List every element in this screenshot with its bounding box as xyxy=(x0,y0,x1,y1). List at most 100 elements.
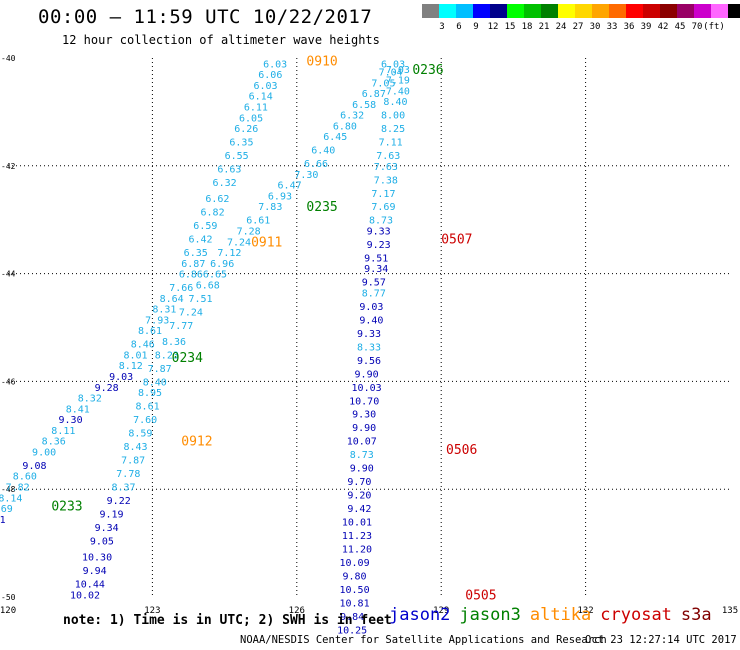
wave-height-value: 8.25 xyxy=(381,124,405,135)
wave-height-value: 8.23 xyxy=(155,350,179,361)
color-scale-label: 36 xyxy=(623,22,635,32)
color-scale-label: 9 xyxy=(473,22,479,32)
wave-height-value: 9.33 xyxy=(357,329,381,340)
wave-height-value: 9.33 xyxy=(367,226,391,237)
wave-height-value: 7.17 xyxy=(371,189,395,200)
wave-height-value: 6.03 xyxy=(263,59,287,70)
wave-height-value: 8.37 xyxy=(111,483,135,494)
legend-item-jason3: jason3 xyxy=(459,605,521,625)
wave-height-value: 7.24 xyxy=(179,307,203,318)
wave-height-value: 9.34 xyxy=(364,264,388,275)
chart-subtitle: 12 hour collection of altimeter wave hei… xyxy=(62,33,380,47)
wave-height-value: 8.36 xyxy=(162,337,186,348)
wave-height-value: 7.63 xyxy=(374,162,398,173)
wave-height-value: 6.61 xyxy=(246,216,270,227)
wave-height-value: 9.28 xyxy=(95,383,119,394)
wave-height-value: 9.11 xyxy=(0,515,6,526)
time-label: 0507 xyxy=(441,233,472,248)
color-scale-label: 42 xyxy=(657,22,669,32)
wave-height-value: 8.14 xyxy=(0,493,22,504)
wave-height-value: 6.82 xyxy=(201,208,225,219)
wave-height-value: 6.11 xyxy=(244,103,268,114)
wave-height-value: 6.05 xyxy=(239,113,263,124)
wave-height-value: 10.70 xyxy=(349,396,379,407)
wave-height-value: 9.51 xyxy=(364,253,388,264)
color-swatch xyxy=(626,4,643,18)
wave-height-value: 7.11 xyxy=(379,138,403,149)
wave-height-value: 8.77 xyxy=(362,288,386,299)
wave-height-value: 6.55 xyxy=(225,151,249,162)
wave-height-value: 7.63 xyxy=(376,151,400,162)
wave-height-value: 9.94 xyxy=(83,566,107,577)
wave-height-value: 7.38 xyxy=(374,175,398,186)
wave-height-value: 6.47 xyxy=(278,181,302,192)
color-swatch xyxy=(728,4,740,18)
wave-height-value: 7.78 xyxy=(116,469,140,480)
y-tick-label: -44 xyxy=(1,270,16,279)
x-tick-label: 123 xyxy=(144,606,160,616)
color-swatch xyxy=(677,4,694,18)
wave-height-value: 7.40 xyxy=(386,86,410,97)
y-tick-label: -46 xyxy=(1,377,16,386)
color-swatch xyxy=(643,4,660,18)
wave-height-value: 8.32 xyxy=(78,394,102,405)
y-tick-label: -48 xyxy=(1,485,16,494)
wave-height-value: 8.00 xyxy=(381,111,405,122)
time-label: 0911 xyxy=(251,235,282,250)
wave-height-value: 8.33 xyxy=(357,342,381,353)
credit-line: NOAA/NESDIS Center for Satellite Applica… xyxy=(240,634,607,646)
color-scale-label: 27 xyxy=(572,22,584,32)
wave-height-value: 7.83 xyxy=(258,202,282,213)
y-tick-label: -42 xyxy=(1,162,16,171)
color-swatch xyxy=(592,4,609,18)
time-label: 0236 xyxy=(412,63,443,78)
color-swatch xyxy=(575,4,592,18)
wave-height-value: 6.32 xyxy=(213,178,237,189)
color-scale-label: 70 xyxy=(691,22,703,32)
wave-height-value: 10.07 xyxy=(347,437,377,448)
x-tick-label: 126 xyxy=(289,606,305,616)
wave-height-value: 6.66 xyxy=(304,159,328,170)
wave-height-value: 7.12 xyxy=(217,248,241,259)
generated-timestamp: Oct 23 12:27:14 UTC 2017 xyxy=(585,634,737,646)
wave-height-value: 9.30 xyxy=(352,410,376,421)
wave-height-value: 9.19 xyxy=(99,509,123,520)
color-swatch xyxy=(490,4,507,18)
wave-height-value: 10.44 xyxy=(75,580,105,591)
wave-height-value: 8.36 xyxy=(42,437,66,448)
wave-height-value: 8.95 xyxy=(138,388,162,399)
satellite-legend: jason2 jason3 altika cryosat s3a xyxy=(389,605,721,625)
wave-height-value: 9.05 xyxy=(90,536,114,547)
x-tick-label: 129 xyxy=(433,606,449,616)
color-scale-label: 15 xyxy=(504,22,516,32)
wave-height-value: 8.64 xyxy=(160,294,184,305)
wave-height-value: 10.01 xyxy=(342,518,372,529)
wave-height-value: 6.65 xyxy=(203,270,227,281)
time-label: 0235 xyxy=(306,200,337,215)
color-swatch xyxy=(660,4,677,18)
wave-height-value: 11.23 xyxy=(342,531,372,542)
wave-height-value: 9.56 xyxy=(357,356,381,367)
wave-height-value: 7.03 xyxy=(386,65,410,76)
wave-height-value: 9.03 xyxy=(359,302,383,313)
wave-height-value: 9.80 xyxy=(343,571,367,582)
wave-height-value: 8.43 xyxy=(124,442,148,453)
wave-height-value: 8.73 xyxy=(369,216,393,227)
wave-height-value: 7.30 xyxy=(294,170,318,181)
color-swatch xyxy=(558,4,575,18)
color-scale-label: 21 xyxy=(538,22,550,32)
wave-height-value: 9.34 xyxy=(95,523,119,534)
wave-height-value: 6.93 xyxy=(268,191,292,202)
color-scale-label: 30 xyxy=(589,22,601,32)
legend-item-cryosat: cryosat xyxy=(600,605,672,625)
wave-height-value: 8.40 xyxy=(143,377,167,388)
wave-height-value: 6.63 xyxy=(217,164,241,175)
time-label: 0912 xyxy=(181,435,212,450)
color-scale-label: (ft) xyxy=(703,22,725,32)
wave-height-value: 7.28 xyxy=(237,226,261,237)
wave-height-value: 8.61 xyxy=(138,326,162,337)
wave-height-value: 7.87 xyxy=(121,456,145,467)
wave-height-value: 6.87 xyxy=(362,89,386,100)
color-scale-label: 18 xyxy=(521,22,533,32)
